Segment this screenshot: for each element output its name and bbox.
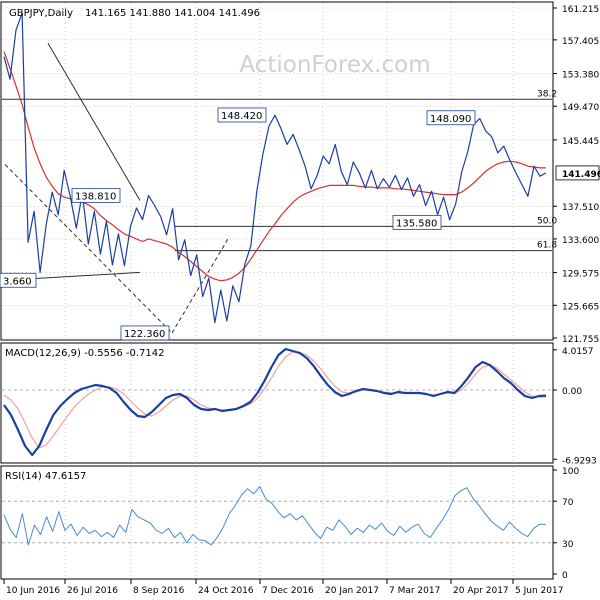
- macd-tick-label: -6.9293: [562, 456, 597, 466]
- macd-panel-frame: [0, 342, 554, 464]
- rsi-tick-label: 70: [562, 498, 574, 508]
- macd-tick-label: 4.0157: [562, 347, 594, 357]
- macd-signal-line: [3, 351, 547, 449]
- x-axis: 10 Jun 2016 26 Jul 2016 8 Sep 2016 24 Oct 2…: [3, 579, 563, 596]
- x-tick-label: 7 Dec 2016: [262, 586, 314, 596]
- price-annotation-box: [392, 214, 442, 230]
- price-line: [3, 12, 547, 324]
- trendline-upper: [47, 42, 141, 201]
- y-tick-label: 153.380: [562, 71, 599, 81]
- fib-level-label: 38.2: [537, 89, 557, 99]
- watermark: ActionForex.com: [239, 52, 430, 78]
- rsi-tick-label: 0: [562, 571, 568, 581]
- y-tick-label: 137.510: [562, 203, 599, 213]
- price-annotation-box: [217, 107, 267, 123]
- y-tick-label: 161.215: [562, 5, 599, 15]
- price-panel-frame: [0, 1, 554, 341]
- price-annotation: 138.810: [75, 191, 116, 202]
- rsi-tick-label: 30: [562, 540, 574, 550]
- ohlc-label: 141.165 141.880 141.004 141.496: [85, 8, 260, 19]
- price-annotation: 148.090: [430, 114, 471, 125]
- x-tick-label: 20 Jan 2017: [325, 586, 379, 596]
- y-tick-label: 157.405: [562, 37, 599, 47]
- last-price-box: [555, 165, 600, 181]
- price-annotation-box: [0, 272, 37, 288]
- x-tick-label: 20 Apr 2017: [453, 586, 509, 596]
- macd-tick-label: 0.00: [562, 387, 582, 397]
- y-tick-label: 125.665: [562, 302, 599, 312]
- x-tick-label: 24 Oct 2016: [198, 586, 254, 596]
- price-annotation: 122.360: [124, 329, 165, 340]
- rsi-tick-label: 100: [562, 467, 579, 477]
- trendline-dashed-down: [4, 164, 173, 334]
- price-annotation: 135.580: [396, 218, 437, 229]
- rsi-panel: 100 70 30 0 RSI(14) 47.6157: [0, 465, 579, 581]
- rsi-title: RSI(14) 47.6157: [5, 471, 86, 482]
- price-annotation-box: [426, 110, 476, 126]
- macd-title: MACD(12,26,9) -0.5556 -0.7142: [5, 348, 165, 359]
- x-tick-label: 8 Sep 2016: [133, 586, 185, 596]
- fib-level-label: 50.0: [537, 216, 557, 226]
- symbol-label: GBPJPY,Daily: [9, 8, 73, 19]
- x-tick-label: 26 Jul 2016: [67, 586, 118, 596]
- sma-line: [3, 51, 546, 282]
- y-tick-label: 129.575: [562, 270, 599, 280]
- y-tick-label: 121.755: [562, 335, 599, 345]
- price-annotation: 3.660: [3, 276, 32, 287]
- last-price-label: 141.496: [562, 170, 600, 180]
- trendline-dashed-up: [171, 238, 229, 334]
- macd-line: [3, 347, 547, 457]
- x-tick-label: 5 Jun 2017: [515, 586, 563, 596]
- y-tick-label: 133.600: [562, 236, 599, 246]
- price-annotation-box: [71, 187, 121, 203]
- price-annotation-box: [120, 325, 170, 341]
- x-tick-label: 7 Mar 2017: [389, 586, 440, 596]
- fib-level-label: 61.8: [537, 241, 557, 251]
- macd-panel: 4.0157 0.00 -6.9293 MACD(12,26,9) -0.5556 …: [0, 342, 597, 466]
- price-annotation: 148.420: [221, 111, 262, 122]
- rsi-panel-frame: [0, 465, 554, 580]
- price-panel: 38.2 50.0 61.8 148.420 148.090 138.810 135.58…: [0, 1, 600, 345]
- x-tick-label: 10 Jun 2016: [6, 586, 60, 596]
- rsi-line: [3, 486, 547, 546]
- y-tick-label: 145.445: [562, 137, 599, 147]
- y-tick-label: 149.470: [562, 103, 599, 113]
